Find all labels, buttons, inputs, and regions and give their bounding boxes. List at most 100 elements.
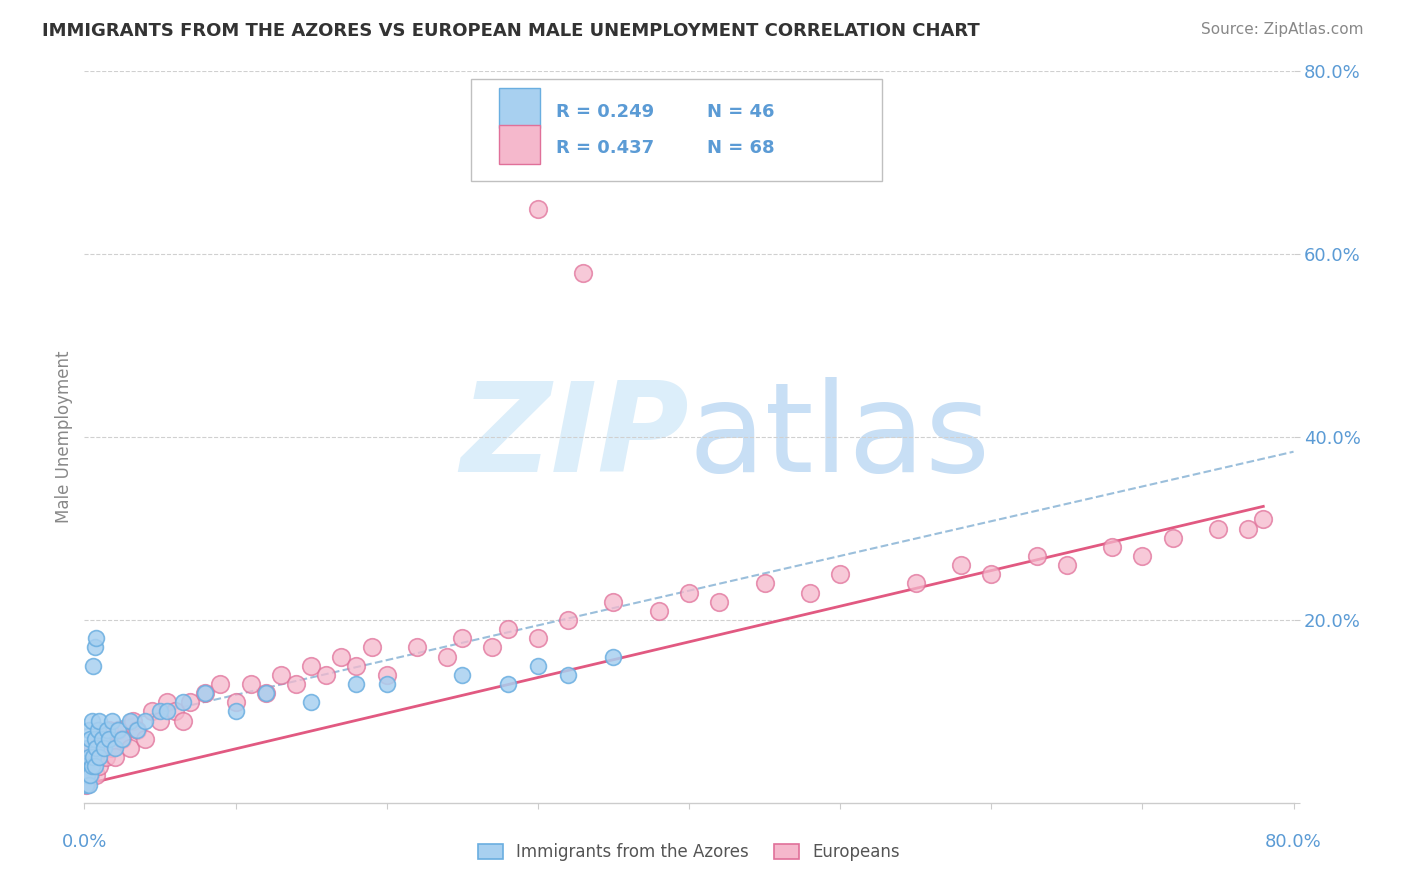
Point xyxy=(602,649,624,664)
Point xyxy=(527,202,550,216)
Point xyxy=(406,640,429,655)
Point xyxy=(481,640,503,655)
Point xyxy=(648,604,671,618)
Point xyxy=(76,750,98,764)
Point xyxy=(270,667,292,681)
FancyBboxPatch shape xyxy=(499,88,540,128)
Point xyxy=(107,723,129,737)
Point xyxy=(89,750,111,764)
Point xyxy=(82,750,104,764)
Point xyxy=(141,705,163,719)
Point xyxy=(557,613,579,627)
Point xyxy=(299,695,322,709)
Point xyxy=(156,705,179,719)
Point xyxy=(77,759,100,773)
Point xyxy=(179,695,201,709)
Point xyxy=(754,576,776,591)
Point xyxy=(107,723,129,737)
Text: Source: ZipAtlas.com: Source: ZipAtlas.com xyxy=(1201,22,1364,37)
FancyBboxPatch shape xyxy=(471,78,883,181)
Point xyxy=(127,723,149,737)
Point xyxy=(100,714,122,728)
Text: atlas: atlas xyxy=(689,376,991,498)
Point xyxy=(239,677,262,691)
Point xyxy=(950,558,973,573)
Point xyxy=(91,731,114,746)
Point xyxy=(87,723,110,737)
Point xyxy=(346,658,368,673)
Point xyxy=(799,585,821,599)
Point xyxy=(451,632,474,646)
Point xyxy=(1025,549,1047,563)
Text: N = 46: N = 46 xyxy=(707,103,775,120)
Point xyxy=(1206,521,1229,535)
Point xyxy=(1161,531,1184,545)
Point xyxy=(527,632,550,646)
Point xyxy=(77,778,100,792)
Point xyxy=(1237,521,1260,535)
Point xyxy=(980,567,1002,582)
Point xyxy=(134,731,156,746)
Point xyxy=(225,695,247,709)
Point xyxy=(93,740,115,755)
Text: 0.0%: 0.0% xyxy=(62,833,107,851)
Point xyxy=(134,714,156,728)
Point xyxy=(80,714,103,728)
Point xyxy=(89,759,111,773)
Point xyxy=(79,768,101,782)
Point xyxy=(86,632,108,646)
Point xyxy=(299,658,322,673)
Point xyxy=(678,585,700,599)
Point xyxy=(557,667,579,681)
Point xyxy=(1253,512,1275,526)
Point xyxy=(76,768,98,782)
Text: IMMIGRANTS FROM THE AZORES VS EUROPEAN MALE UNEMPLOYMENT CORRELATION CHART: IMMIGRANTS FROM THE AZORES VS EUROPEAN M… xyxy=(42,22,980,40)
Point xyxy=(94,750,117,764)
Point xyxy=(97,731,120,746)
Point xyxy=(86,768,108,782)
Point xyxy=(82,658,104,673)
Point xyxy=(79,731,101,746)
Point xyxy=(527,658,550,673)
Point xyxy=(194,686,217,700)
Point xyxy=(254,686,277,700)
Point xyxy=(84,759,107,773)
Point xyxy=(75,759,97,773)
Text: 80.0%: 80.0% xyxy=(1265,833,1322,851)
Text: ZIP: ZIP xyxy=(460,376,689,498)
Point xyxy=(86,740,108,755)
Point xyxy=(100,740,122,755)
Point xyxy=(118,714,141,728)
Point xyxy=(84,731,107,746)
Point xyxy=(75,778,97,792)
Point xyxy=(118,740,141,755)
Point xyxy=(87,740,110,755)
Point xyxy=(346,677,368,691)
Point xyxy=(77,723,100,737)
FancyBboxPatch shape xyxy=(499,125,540,164)
Point xyxy=(165,705,187,719)
Point xyxy=(496,677,519,691)
Point xyxy=(79,768,101,782)
Point xyxy=(75,778,97,792)
Point xyxy=(149,705,172,719)
Point xyxy=(602,594,624,608)
Point xyxy=(172,695,194,709)
Point xyxy=(330,649,353,664)
Point xyxy=(375,677,398,691)
Point xyxy=(360,640,382,655)
Point xyxy=(127,723,149,737)
Point xyxy=(76,768,98,782)
Point xyxy=(254,686,277,700)
Legend: Immigrants from the Azores, Europeans: Immigrants from the Azores, Europeans xyxy=(471,837,907,868)
Point xyxy=(1130,549,1153,563)
Point xyxy=(82,759,104,773)
Point xyxy=(104,750,127,764)
Point xyxy=(315,667,337,681)
Text: N = 68: N = 68 xyxy=(707,139,775,157)
Point xyxy=(904,576,927,591)
Point xyxy=(375,667,398,681)
Point xyxy=(77,750,100,764)
Point xyxy=(1101,540,1123,554)
Point xyxy=(89,714,111,728)
